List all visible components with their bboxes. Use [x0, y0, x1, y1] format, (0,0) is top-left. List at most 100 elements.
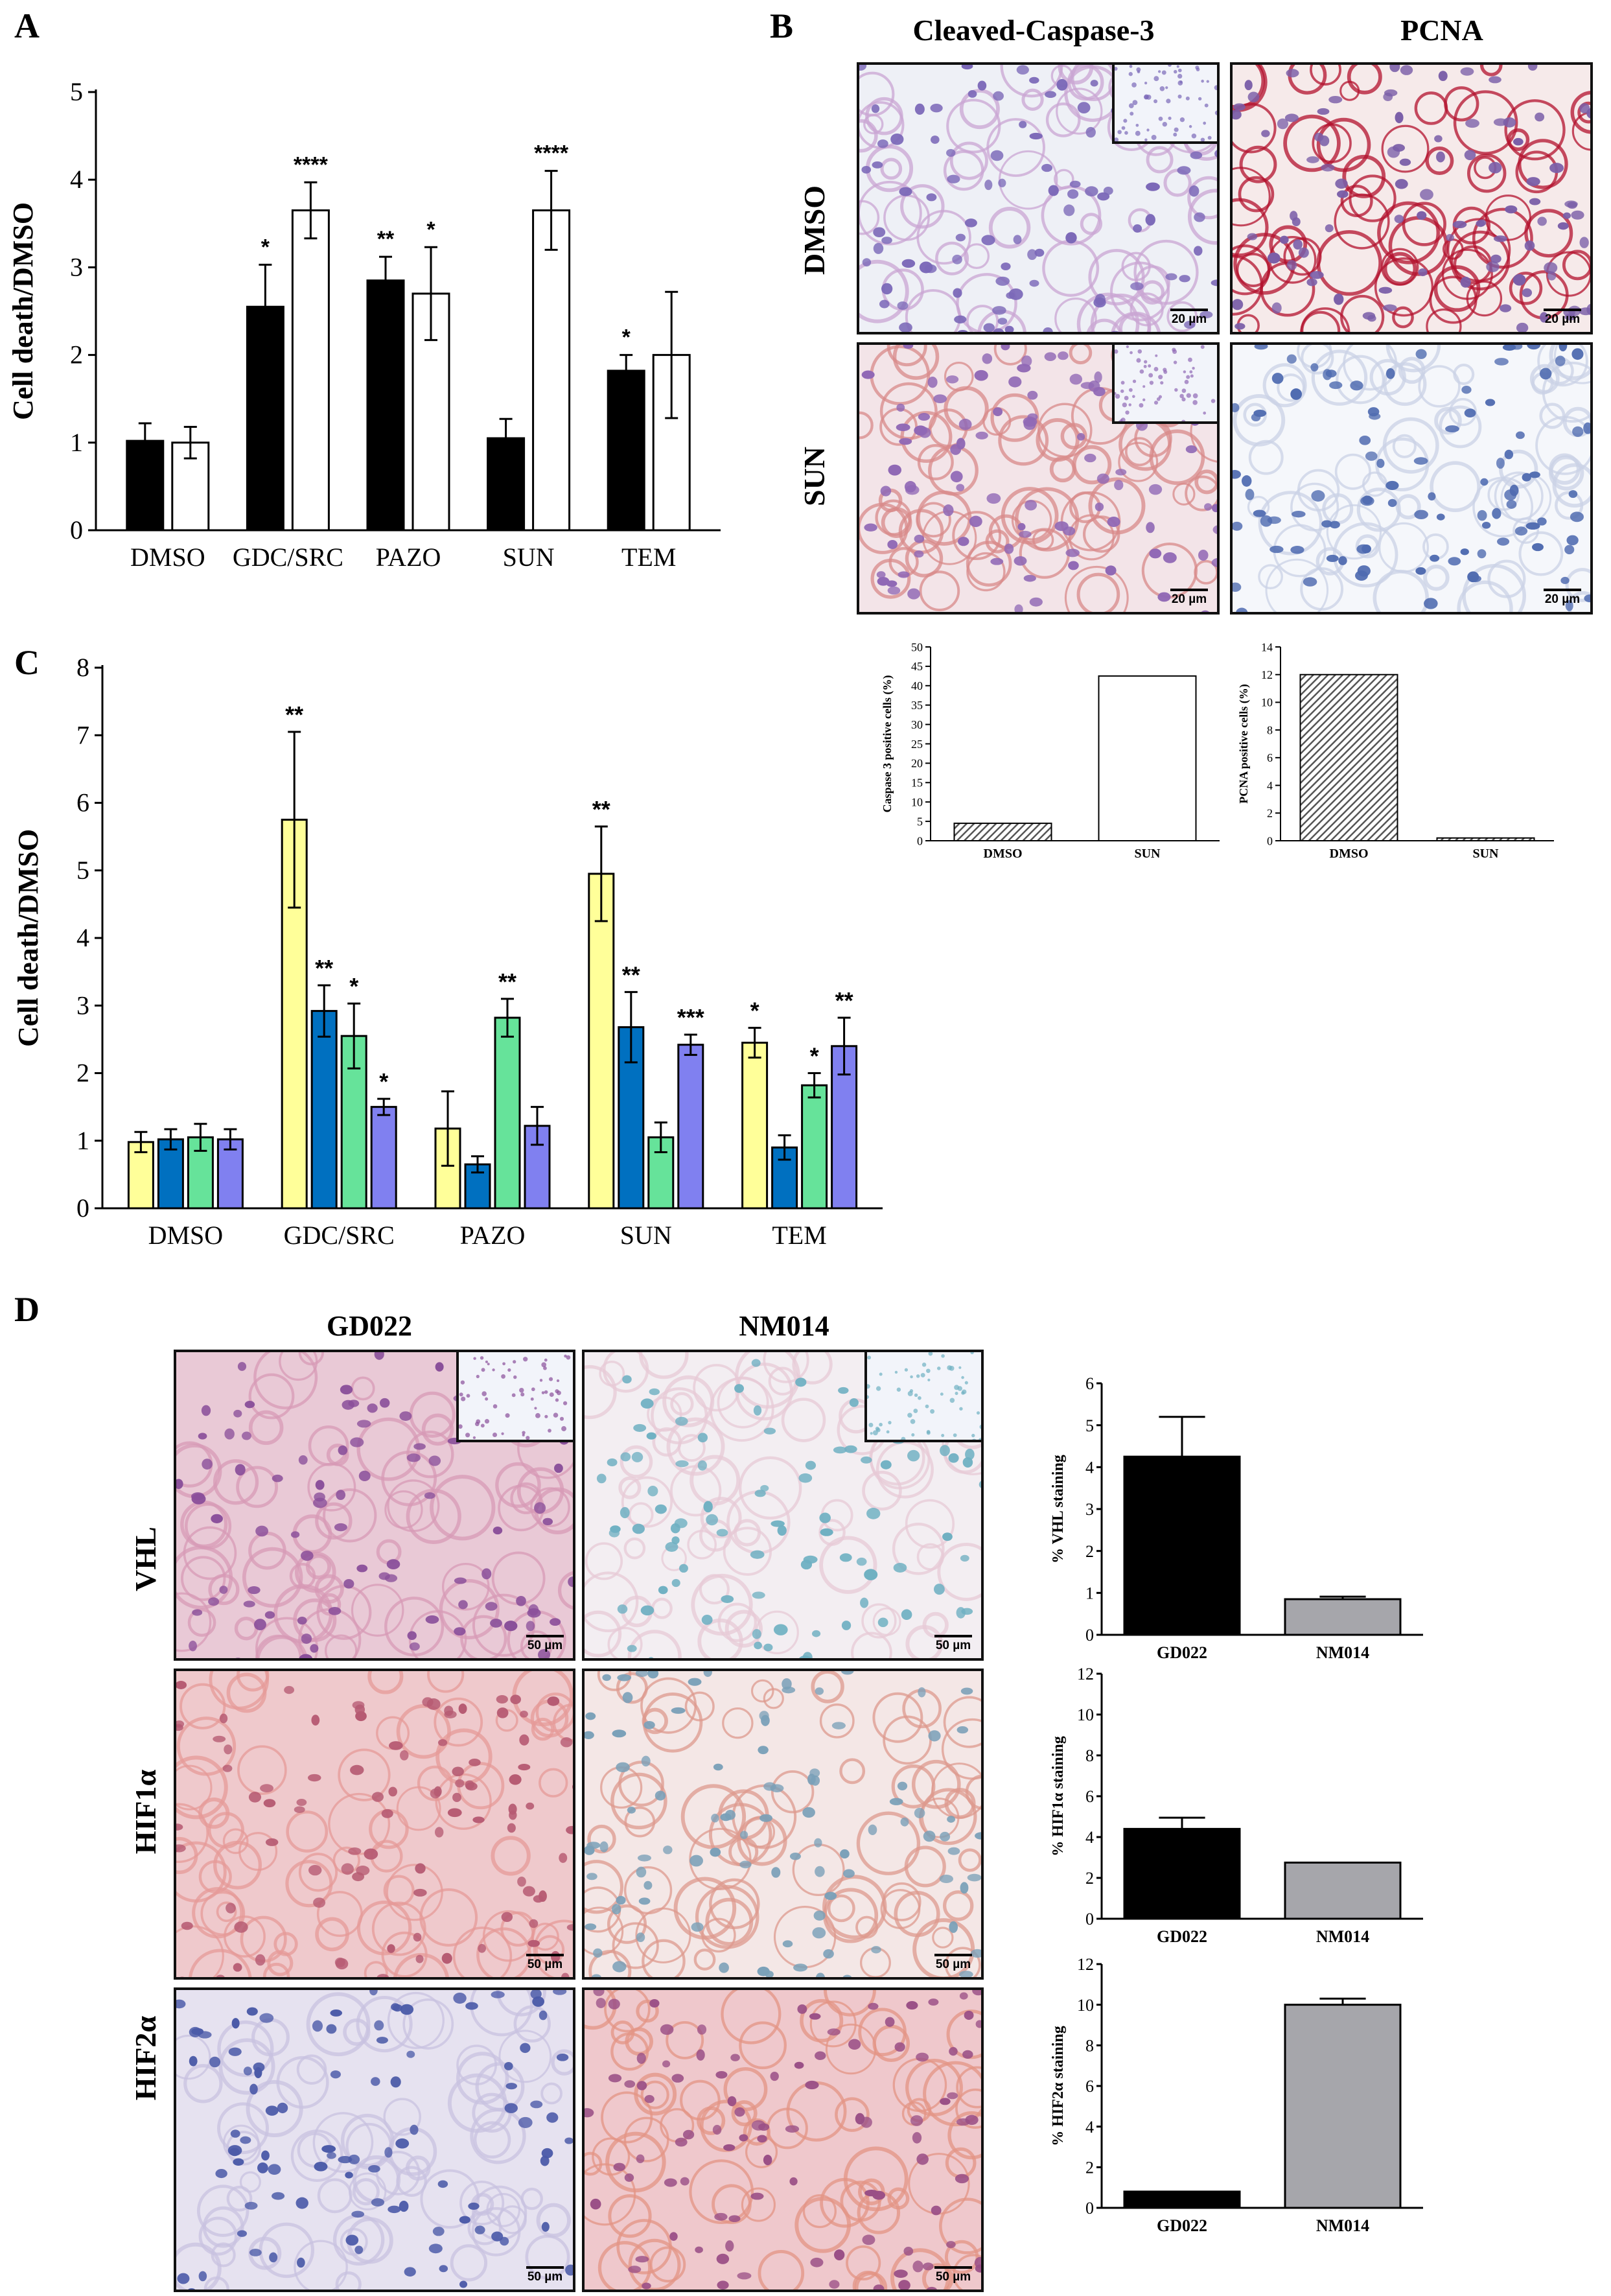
y-tick-label: 10	[911, 796, 923, 809]
bar	[370, 1106, 397, 1210]
scale-bar-line	[934, 1635, 972, 1637]
scale-bar-line	[1170, 589, 1208, 591]
tissue-texture	[585, 1990, 981, 2290]
y-axis-label: Caspase 3 positive cells (%)	[881, 675, 894, 813]
scale-bar-label: 50 µm	[935, 2270, 971, 2284]
y-tick-label: 12	[1261, 668, 1273, 681]
y-tick-label: 4	[70, 165, 83, 194]
bar	[588, 873, 615, 1210]
x-category-label: NM014	[1316, 1643, 1369, 1662]
micrograph-pcna-sun: 20 µm	[1230, 342, 1593, 615]
y-tick-label: 4	[1085, 1828, 1094, 1847]
y-tick-label: 3	[76, 990, 89, 1020]
y-axis-label: Cell death/DMSO	[7, 202, 39, 420]
x-category-label: DMSO	[1330, 847, 1369, 861]
chart-D-VHL: 0 1 2 3 4 5 6 % VHL staining GD022 NM014	[1050, 1374, 1423, 1662]
panelB-row-label-sun: SUN	[798, 447, 831, 506]
panelD-row-label-hif2a: HIF2α	[129, 2015, 162, 2100]
chart-D-HIF1a: 0 2 4 6 8 10 12 % HIF1α staining GD022 NM014	[1050, 1665, 1423, 1946]
y-tick-label: 2	[1267, 807, 1273, 820]
x-category-label: GD022	[1157, 1643, 1207, 1662]
tissue-texture	[585, 1671, 981, 1977]
scale-bar-line	[526, 1954, 564, 1956]
significance-label: **	[315, 955, 333, 981]
bar	[801, 1084, 828, 1210]
bar	[1436, 837, 1535, 841]
panelD-col-title-gd022: GD022	[327, 1310, 412, 1342]
y-tick-label: 8	[1267, 723, 1273, 736]
significance-label: **	[498, 968, 516, 995]
tissue-texture	[1233, 65, 1590, 332]
bar	[677, 1044, 704, 1210]
x-category-label: SUN	[1134, 847, 1161, 861]
y-tick-label: 7	[76, 720, 89, 749]
bar	[532, 209, 571, 532]
x-category-label: PAZO	[460, 1221, 526, 1250]
x-category-label: DMSO	[984, 847, 1023, 861]
y-axis-label: PCNA positive cells (%)	[1237, 684, 1251, 803]
bar	[953, 823, 1052, 841]
x-category-label: DMSO	[130, 543, 205, 572]
y-tick-label: 4	[1085, 2118, 1094, 2137]
y-tick-label: 2	[70, 340, 83, 369]
scale-bar: 50 µm	[934, 2266, 972, 2284]
bar	[1123, 2190, 1241, 2209]
scale-bar-label: 20 µm	[1171, 592, 1207, 606]
micrograph-hif2a-nm014: 50 µm	[582, 1987, 984, 2292]
scale-bar-line	[1544, 309, 1581, 311]
scale-bar: 50 µm	[934, 1954, 972, 1972]
y-tick-label: 6	[1267, 751, 1273, 764]
bar	[1299, 674, 1398, 841]
panelD-row-label-vhl: VHL	[129, 1527, 162, 1591]
x-category-label: NM014	[1316, 1927, 1369, 1946]
micrograph-inset	[1112, 65, 1217, 144]
micrograph-inset	[864, 1352, 981, 1442]
micrograph-pcna-dmso: 20 µm	[1230, 62, 1593, 334]
y-tick-label: 10	[1077, 1996, 1094, 2015]
y-tick-label: 5	[1085, 1416, 1094, 1435]
y-tick-label: 0	[1085, 1626, 1094, 1645]
scale-bar-label: 20 µm	[1544, 592, 1581, 606]
panel-label-b: B	[770, 6, 793, 45]
y-tick-label: 14	[1261, 640, 1273, 653]
bar	[216, 1138, 244, 1210]
micrograph-caspase-sun: 20 µm	[857, 342, 1220, 615]
y-tick-label: 6	[1085, 1787, 1094, 1806]
y-tick-label: 2	[1085, 1869, 1094, 1888]
inset-texture	[1115, 345, 1216, 421]
y-tick-label: 12	[1077, 1955, 1094, 1974]
scale-bar-label: 50 µm	[935, 1958, 971, 1971]
bar	[741, 1042, 769, 1210]
panelD-col-title-nm014: NM014	[739, 1310, 829, 1342]
y-tick-label: 0	[917, 834, 923, 847]
bar	[310, 1010, 338, 1210]
y-axis-label: % HIF2α staining	[1050, 2026, 1067, 2146]
significance-label: *	[810, 1043, 819, 1070]
x-category-label: GD022	[1157, 2216, 1207, 2235]
scale-bar-label: 50 µm	[935, 1639, 971, 1652]
scale-bar: 50 µm	[526, 2266, 564, 2284]
significance-label: *	[622, 325, 631, 350]
bar	[1123, 1827, 1241, 1920]
panelB-col-title-pcna: PCNA	[1400, 14, 1483, 47]
y-tick-label: 3	[70, 252, 83, 281]
x-category-label: NM014	[1316, 2216, 1369, 2235]
micrograph-inset	[1112, 345, 1217, 424]
significance-label: **	[285, 701, 303, 728]
significance-label: ****	[294, 152, 329, 177]
y-tick-label: 6	[1085, 1374, 1094, 1393]
scale-bar-line	[934, 2266, 972, 2269]
y-tick-label: 2	[1085, 1542, 1094, 1561]
bar	[607, 369, 645, 532]
y-tick-label: 0	[76, 1193, 89, 1223]
scale-bar: 20 µm	[1544, 589, 1581, 607]
y-tick-label: 2	[76, 1059, 89, 1088]
micrograph-hif2a-gd022: 50 µm	[174, 1987, 575, 2292]
x-category-label: PAZO	[376, 543, 441, 572]
scale-bar-line	[1170, 309, 1208, 311]
significance-label: *	[750, 998, 759, 1024]
